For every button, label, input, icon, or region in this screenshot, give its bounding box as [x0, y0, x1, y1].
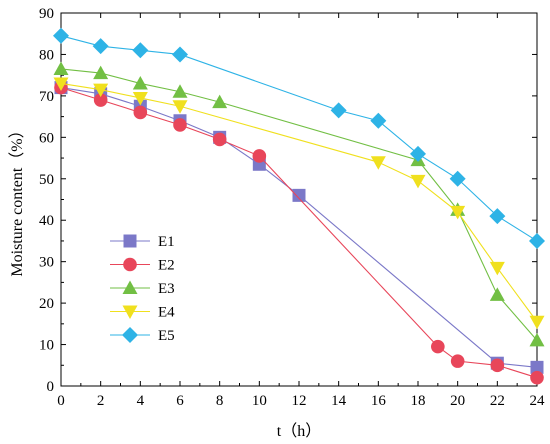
- x-axis-title: t（h）: [277, 422, 321, 440]
- x-tick-label: 6: [176, 393, 184, 409]
- data-point-e3: [132, 75, 148, 90]
- x-tick-label: 18: [411, 393, 426, 409]
- data-point-e3: [53, 61, 69, 75]
- legend-item-e3: E3: [110, 280, 175, 297]
- legend-item-e4: E4: [110, 305, 175, 321]
- data-point-e5: [449, 170, 466, 187]
- y-tick-label: 80: [39, 47, 54, 63]
- data-point-e5: [529, 232, 545, 249]
- legend: E1 E2 E3 E4 E5: [110, 234, 175, 344]
- x-tick-label: 4: [137, 393, 145, 409]
- y-tick-label: 70: [39, 89, 54, 105]
- data-point-e5: [489, 208, 506, 225]
- data-point-e3: [529, 332, 545, 347]
- series-e2: [54, 80, 544, 385]
- data-point-e2: [133, 105, 148, 120]
- data-point-e4: [410, 174, 426, 189]
- y-tick-label: 0: [47, 379, 55, 395]
- data-point-e5: [53, 27, 69, 44]
- data-point-e3: [93, 65, 109, 80]
- data-point-e3: [172, 84, 188, 98]
- x-tick-label: 14: [331, 393, 347, 409]
- x-tick-label: 2: [97, 393, 105, 409]
- legend-item-e5: E5: [110, 327, 175, 344]
- data-point-e1: [530, 360, 544, 374]
- data-point-e2: [93, 93, 108, 107]
- y-tick-label: 10: [39, 338, 54, 354]
- data-point-e2: [490, 358, 505, 373]
- data-point-e4: [450, 205, 466, 220]
- series-e3: [53, 61, 545, 347]
- data-point-e2: [450, 354, 465, 368]
- data-point-e3: [212, 94, 228, 109]
- x-tick-label: 20: [450, 393, 465, 409]
- series-line-e2: [60, 87, 538, 379]
- y-axis-title: Moisture content（%）: [8, 122, 26, 276]
- data-point-e5: [172, 46, 188, 63]
- series-e5: [53, 27, 545, 249]
- y-tick-label: 30: [39, 255, 54, 271]
- legend-label: E5: [158, 328, 175, 344]
- data-point-e5: [92, 38, 109, 55]
- legend-marker: [123, 234, 137, 248]
- data-point-e4: [93, 83, 109, 98]
- data-point-e4: [172, 100, 188, 114]
- x-tick-label: 16: [371, 393, 387, 409]
- legend-marker: [122, 305, 138, 319]
- legend-item-e2: E2: [110, 258, 175, 274]
- legend-label: E3: [158, 281, 175, 297]
- series-e4: [53, 77, 545, 330]
- x-tick-label: 24: [530, 393, 546, 409]
- data-point-e5: [410, 145, 426, 162]
- data-point-e5: [132, 42, 149, 59]
- data-point-e3: [489, 287, 505, 301]
- data-point-e5: [330, 102, 347, 119]
- x-tick-label: 10: [252, 393, 267, 409]
- y-tick-label: 20: [39, 296, 54, 312]
- series-line-e5: [60, 35, 538, 242]
- legend-marker: [122, 280, 138, 294]
- x-tick-label: 8: [216, 393, 224, 409]
- data-point-e4: [370, 156, 386, 170]
- data-point-e2: [173, 118, 187, 132]
- data-point-e4: [489, 261, 505, 276]
- data-point-e2: [252, 149, 267, 163]
- x-tick-label: 12: [292, 393, 307, 409]
- legend-marker: [122, 327, 138, 343]
- legend-marker: [123, 257, 137, 272]
- data-point-e4: [529, 315, 545, 330]
- y-tick-label: 40: [39, 213, 54, 229]
- y-tick-label: 90: [39, 6, 54, 22]
- legend-label: E1: [158, 234, 175, 250]
- y-tick-label: 60: [39, 130, 54, 146]
- legend-label: E2: [158, 258, 175, 274]
- legend-label: E4: [158, 305, 175, 321]
- legend-item-e1: E1: [110, 234, 175, 250]
- data-point-e2: [431, 339, 445, 354]
- x-tick-label: 22: [490, 393, 505, 409]
- series-layer: [53, 27, 545, 385]
- data-point-e5: [370, 112, 387, 129]
- data-point-e2: [530, 370, 544, 385]
- x-tick-label: 0: [57, 393, 65, 409]
- data-point-e4: [53, 77, 69, 91]
- data-point-e4: [132, 91, 148, 106]
- data-point-e1: [292, 188, 306, 202]
- y-tick-label: 50: [39, 172, 54, 188]
- data-point-e2: [212, 132, 227, 147]
